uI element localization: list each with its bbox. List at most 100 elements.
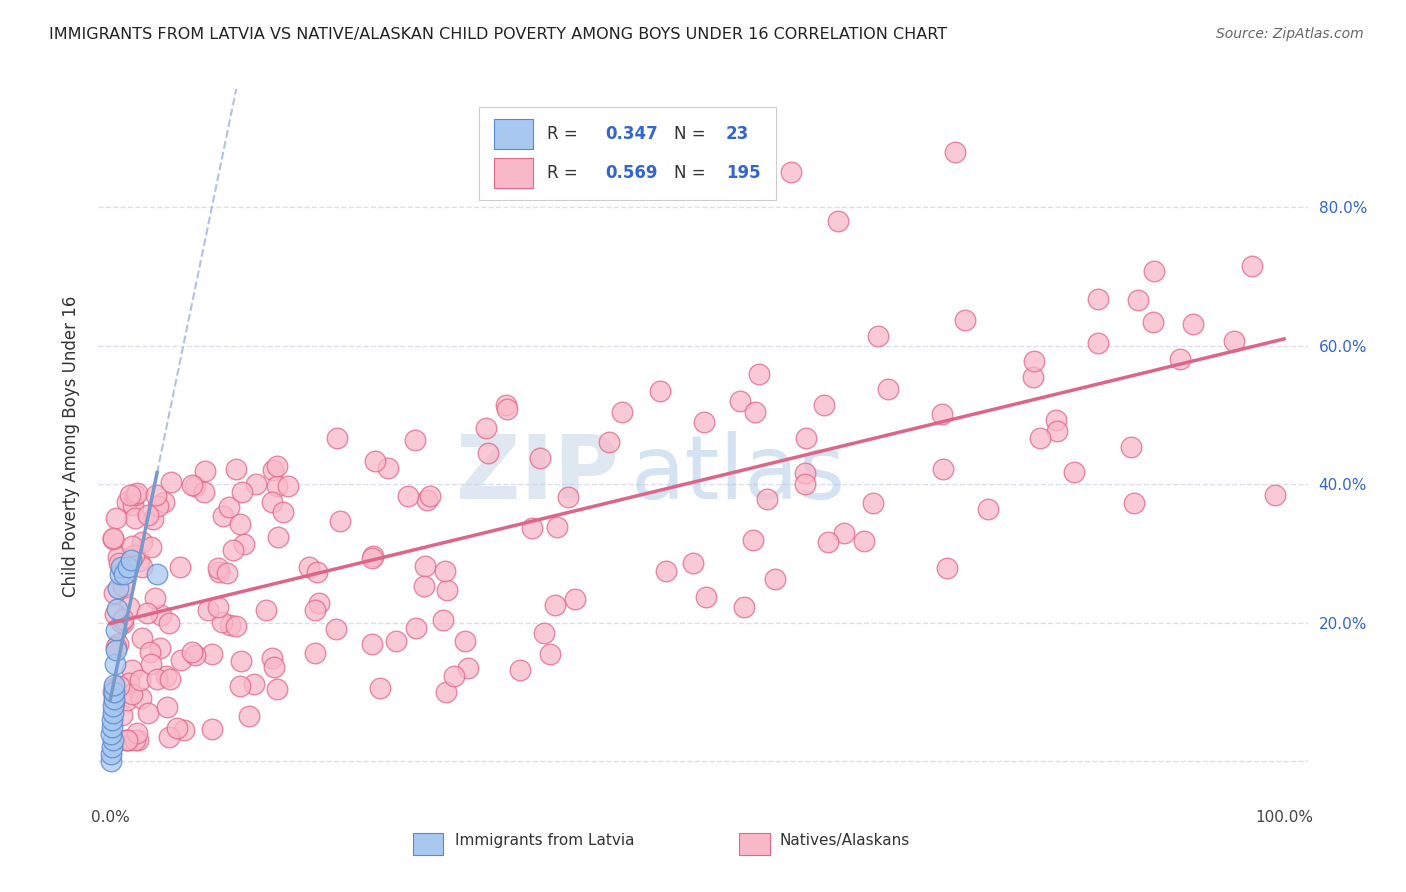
Point (136, 706, 159, 721)
Point (457, 660, 479, 674)
FancyBboxPatch shape (479, 107, 776, 200)
Point (876, 382, 898, 396)
Point (260, 495, 283, 509)
Point (146, 673, 169, 687)
Point (243, 677, 266, 691)
Point (325, 622, 347, 636)
Point (170, 653, 193, 667)
Point (868, 328, 890, 343)
Point (129, 691, 152, 706)
Point (121, 498, 143, 512)
Point (169, 559, 191, 574)
Point (693, 415, 716, 429)
Point (780, 165, 803, 179)
Point (201, 647, 224, 661)
Point (454, 634, 477, 648)
Point (229, 654, 252, 668)
Point (103, 695, 125, 709)
Point (1223, 334, 1246, 349)
Point (538, 648, 561, 662)
Point (245, 477, 267, 491)
Point (104, 640, 127, 654)
Point (813, 398, 835, 412)
Point (945, 145, 967, 159)
Point (728, 394, 751, 409)
Point (546, 520, 568, 534)
Point (143, 591, 166, 606)
Point (267, 530, 290, 544)
Text: atlas: atlas (630, 431, 845, 518)
Point (361, 549, 384, 563)
Point (416, 492, 439, 507)
Text: N =: N = (673, 125, 711, 143)
Point (266, 478, 288, 492)
Point (136, 508, 159, 522)
Point (146, 500, 169, 514)
Point (112, 616, 135, 631)
Point (183, 479, 205, 493)
Point (741, 533, 763, 548)
Point (107, 637, 129, 651)
Point (434, 564, 457, 578)
Bar (740, 833, 769, 855)
Point (150, 608, 173, 623)
Point (149, 641, 172, 656)
Text: 0.569: 0.569 (605, 164, 658, 182)
Point (115, 693, 138, 707)
Point (100, 754, 122, 768)
Point (121, 687, 143, 701)
Point (1022, 369, 1045, 384)
Point (509, 663, 531, 677)
Point (121, 663, 143, 677)
Point (405, 621, 427, 635)
Point (329, 514, 352, 528)
Point (748, 367, 770, 381)
Point (100, 726, 122, 740)
Point (477, 446, 499, 460)
Text: Source: ZipAtlas.com: Source: ZipAtlas.com (1216, 27, 1364, 41)
Point (115, 495, 138, 509)
Point (262, 463, 284, 477)
Point (262, 651, 284, 665)
Point (817, 534, 839, 549)
Point (610, 405, 633, 419)
Y-axis label: Child Poverty Among Boys Under 16: Child Poverty Among Boys Under 16 (62, 295, 80, 597)
Bar (494, 158, 533, 187)
Point (105, 643, 128, 657)
Point (100, 720, 122, 734)
Point (207, 561, 229, 575)
Point (794, 477, 817, 491)
Point (475, 421, 498, 435)
Point (124, 511, 146, 525)
Point (112, 567, 135, 582)
Point (110, 615, 132, 629)
Point (197, 603, 219, 617)
Point (495, 398, 517, 412)
Point (207, 600, 229, 615)
Point (432, 614, 454, 628)
Point (304, 646, 326, 660)
Point (404, 433, 426, 447)
Point (953, 313, 976, 327)
Point (211, 509, 233, 524)
Point (794, 431, 817, 445)
Point (434, 684, 457, 698)
Point (544, 598, 567, 612)
Point (101, 531, 124, 545)
Point (173, 723, 195, 738)
Point (211, 615, 233, 630)
Point (181, 645, 204, 659)
Point (263, 659, 285, 673)
Point (101, 733, 124, 747)
Point (107, 549, 129, 564)
Point (118, 676, 141, 690)
Point (107, 581, 129, 595)
Point (104, 607, 127, 621)
Point (122, 548, 145, 562)
Point (557, 490, 579, 504)
Point (120, 553, 142, 567)
Point (124, 488, 146, 502)
Point (131, 559, 153, 574)
Point (238, 708, 260, 723)
Point (744, 405, 766, 419)
